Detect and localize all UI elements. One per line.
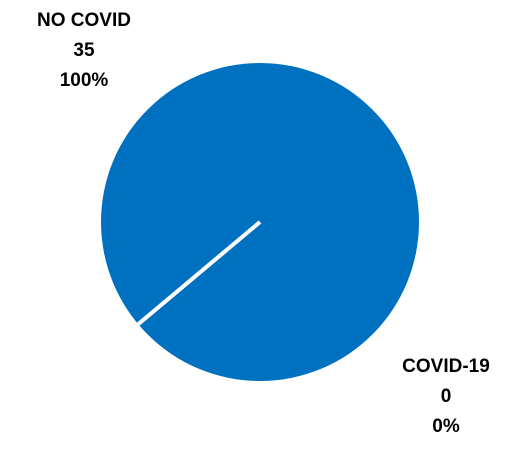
slice-percent-no-covid: 100% bbox=[59, 70, 109, 91]
slice-name-no-covid: NO COVID bbox=[37, 10, 131, 31]
pie-slice-divider bbox=[136, 220, 262, 326]
slice-percent-covid-19: 0% bbox=[432, 416, 460, 437]
data-label-covid-19: COVID-19 0 0% bbox=[366, 352, 512, 442]
slice-name-covid-19: COVID-19 bbox=[402, 356, 490, 377]
slice-value-no-covid: 35 bbox=[73, 40, 95, 61]
slice-value-covid-19: 0 bbox=[440, 386, 452, 407]
data-label-no-covid: NO COVID 35 100% bbox=[4, 6, 164, 96]
